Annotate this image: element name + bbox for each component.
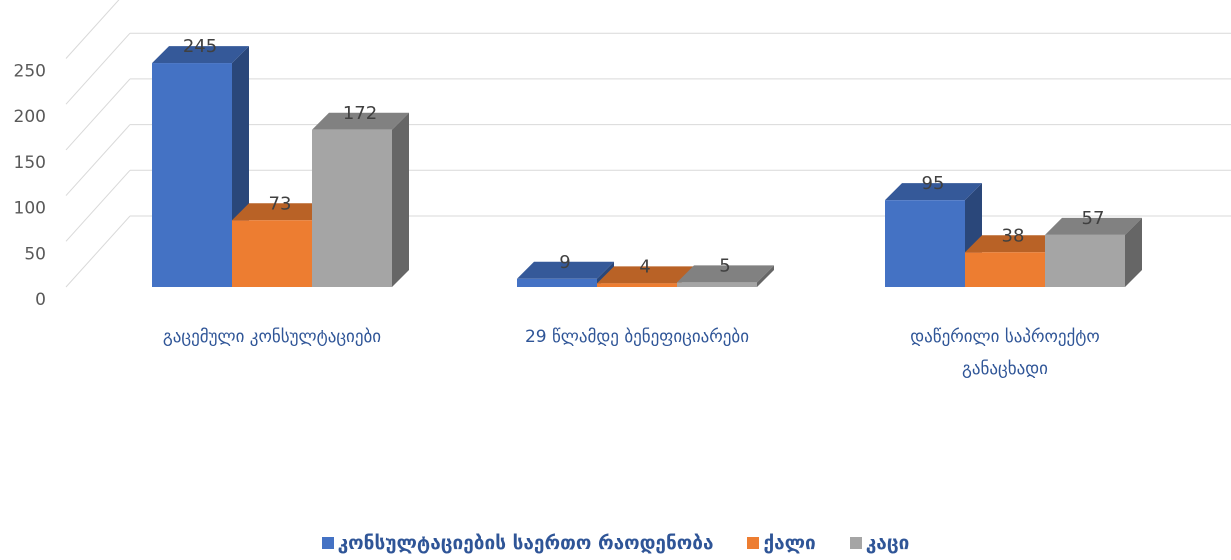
legend-label: ქალი: [763, 532, 816, 554]
legend-item: ქალი: [747, 532, 816, 554]
bar-top: [597, 266, 694, 284]
category-label: 29 წლამდე ბენეფიციარები: [525, 327, 749, 347]
data-label: 245: [183, 36, 217, 57]
y-tick-label: 0: [35, 290, 46, 310]
bar: [517, 278, 597, 287]
legend: კონსულტაციების საერთო რაოდენობა ქალი კაცი: [0, 532, 1231, 554]
bar-top: [965, 235, 1062, 253]
bar-top: [677, 265, 774, 283]
legend-item: კონსულტაციების საერთო რაოდენობა: [321, 532, 714, 554]
bar-top: [152, 46, 249, 64]
bar: [965, 252, 1045, 287]
bar-top: [885, 183, 982, 201]
bar: [677, 282, 757, 287]
category-label: განაცხადი: [962, 359, 1048, 379]
legend-label: კონსულტაციების საერთო რაოდენობა: [337, 532, 714, 554]
y-tick-label: 50: [24, 244, 46, 264]
legend-swatch: [849, 537, 862, 549]
bar: [312, 129, 392, 287]
bar-top: [232, 203, 329, 221]
data-label: 73: [269, 193, 292, 214]
category-label: გაცემული კონსულტაციები: [163, 327, 381, 347]
data-label: 9: [559, 252, 570, 273]
data-label: 38: [1002, 225, 1025, 246]
data-label: 172: [343, 103, 377, 124]
bar-side: [392, 112, 409, 288]
gridline-side: [65, 215, 131, 288]
gridline-side: [65, 32, 131, 105]
data-label: 57: [1082, 208, 1105, 229]
legend-swatch: [747, 537, 760, 549]
bar: [1045, 234, 1125, 287]
gridline-side: [65, 124, 131, 196]
y-tick-label: 200: [14, 107, 46, 127]
category-label: დაწერილი საპროექტო: [910, 327, 1099, 347]
bar: [152, 63, 232, 287]
y-tick-label: 150: [14, 153, 46, 173]
y-tick-label: 250: [14, 62, 46, 82]
bar-top: [517, 261, 614, 279]
legend-item: კაცი: [849, 532, 910, 554]
bar-side: [757, 265, 774, 287]
gridline-side: [65, 78, 131, 151]
bar-top: [1045, 217, 1142, 235]
gridline-side: [65, 169, 131, 242]
bar-top: [312, 112, 409, 130]
y-tick-label: 100: [14, 199, 46, 219]
gridline-side: [65, 0, 120, 59]
data-label: 95: [922, 173, 945, 194]
bar: [597, 283, 677, 287]
legend-swatch: [321, 537, 334, 549]
data-label: 5: [719, 255, 730, 276]
bar: [232, 220, 312, 287]
data-label: 4: [639, 256, 650, 277]
legend-label: კაცი: [865, 532, 910, 554]
bar: [885, 200, 965, 287]
bar-chart: 0 50 100 150 200 250 245 73 172 9 4 5 95 38 57 გაცემული…: [14, 0, 1231, 379]
bar-side: [1125, 217, 1142, 287]
